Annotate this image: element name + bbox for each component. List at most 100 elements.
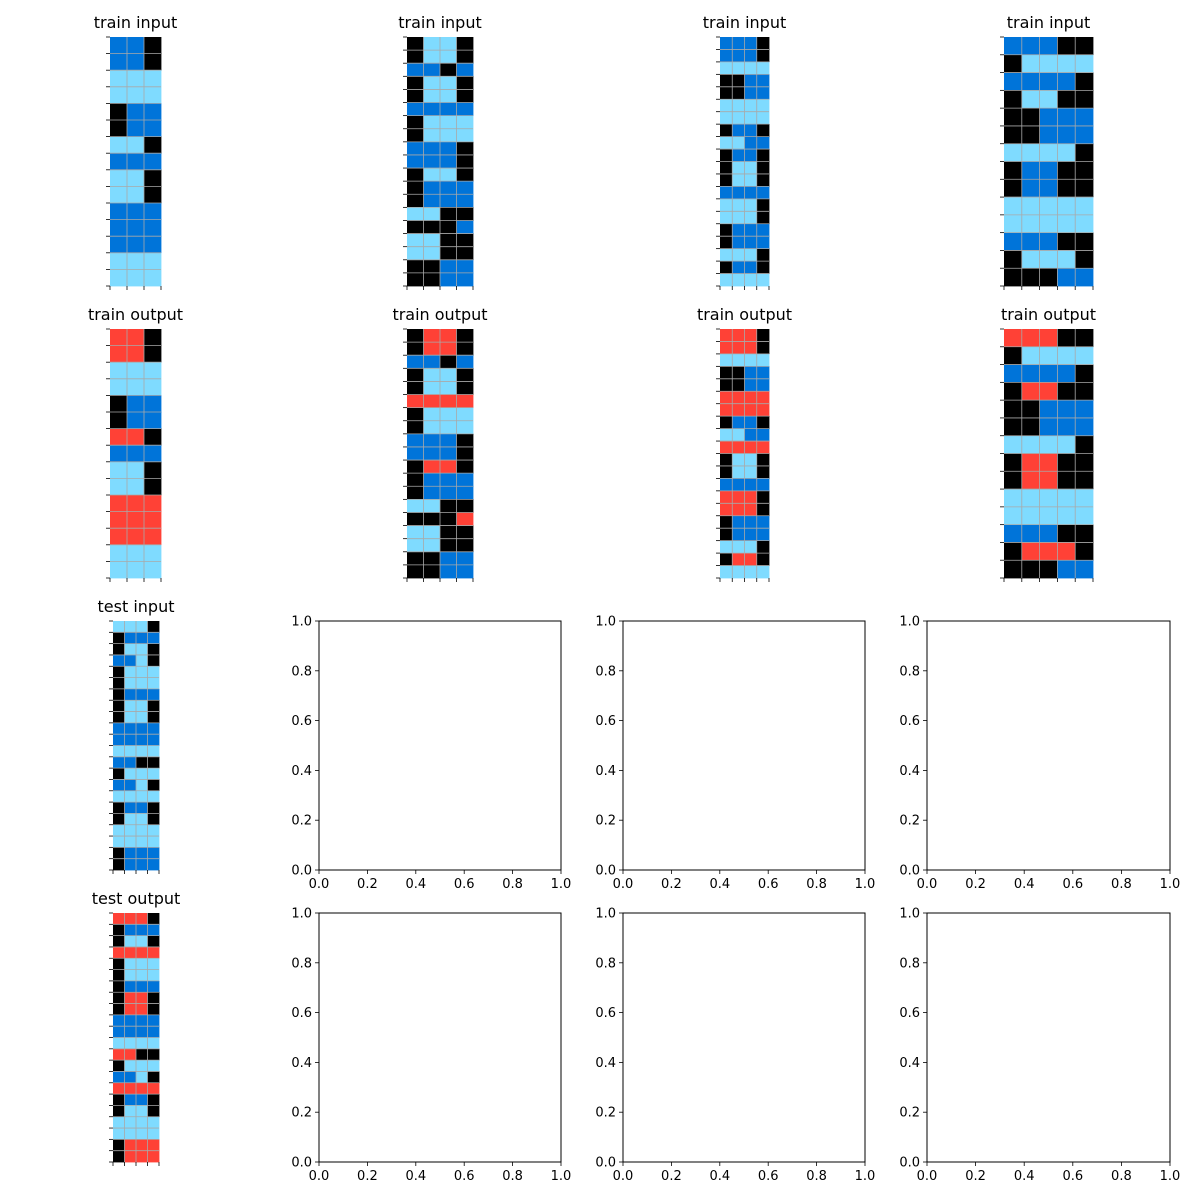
grid-cell	[110, 345, 128, 363]
grid-cell	[1004, 197, 1023, 216]
grid-cell	[1057, 54, 1076, 73]
grid-cell	[744, 198, 758, 212]
grid-cell	[456, 259, 474, 274]
grid-cell	[1004, 232, 1023, 251]
grid-cell	[147, 813, 160, 826]
grid-cell	[456, 525, 474, 540]
grid-cell	[732, 353, 745, 367]
grid-cell	[756, 341, 770, 355]
grid-cell	[136, 924, 148, 937]
x-tick-label: 0.4	[405, 1169, 426, 1184]
grid-cell	[456, 329, 474, 343]
x-tick-label: 0.0	[309, 1169, 330, 1184]
grid-cell	[110, 528, 128, 546]
grid-cell	[1057, 506, 1076, 526]
grid-cell	[407, 407, 424, 422]
grid-cell	[147, 700, 160, 712]
grid-cell	[147, 1003, 160, 1016]
grid-cell	[440, 220, 457, 234]
grid-cell	[407, 368, 424, 382]
y-tick-label: 0.4	[291, 1056, 312, 1071]
grid-cell	[1021, 268, 1040, 287]
grid-cell	[423, 128, 441, 143]
grid-cell	[720, 248, 733, 262]
grid-cell	[756, 161, 770, 175]
grid-cell	[147, 946, 160, 959]
grid-cell	[144, 495, 162, 512]
grid-cell	[147, 1037, 160, 1050]
axes-frame	[926, 620, 1171, 871]
grid-cell	[423, 564, 441, 579]
grid-cell	[127, 53, 145, 71]
grid-cell	[113, 980, 125, 993]
y-tick-label: 0.2	[899, 1106, 920, 1121]
grid-cell	[113, 768, 125, 780]
grid-cell	[136, 677, 148, 690]
grid-cell	[1075, 143, 1094, 162]
grid-cell	[1004, 435, 1023, 454]
grid-cell	[124, 1139, 137, 1152]
grid-cell	[124, 1026, 137, 1038]
grid-cell	[124, 1082, 137, 1095]
grid-cell	[113, 935, 125, 948]
grid-cell	[1057, 214, 1076, 234]
grid-cell	[1057, 161, 1076, 180]
grid-cell	[456, 115, 474, 130]
y-tick-label: 0.4	[595, 1056, 616, 1071]
grid-cell	[423, 368, 441, 382]
grid-cell	[124, 824, 137, 837]
grid-cell	[110, 53, 128, 71]
grid-cell	[756, 441, 770, 454]
grid-cell	[407, 420, 424, 435]
grid-cell	[147, 745, 160, 758]
grid-cell	[423, 381, 441, 395]
grid-cell	[744, 428, 758, 442]
grid-cell	[1039, 435, 1058, 454]
grid-cell	[744, 61, 758, 75]
grid-cell	[1057, 560, 1076, 579]
grid-cell	[756, 74, 770, 88]
grid-cell	[147, 1026, 160, 1038]
x-tick-label: 0.8	[502, 877, 523, 892]
grid-cell	[127, 329, 145, 346]
grid-cell	[147, 666, 160, 678]
grid-cell	[144, 103, 162, 121]
grid-cell	[407, 115, 424, 130]
grid-cell	[144, 362, 162, 380]
grid-cell	[407, 220, 424, 234]
grid-cell	[744, 553, 758, 566]
grid-cell	[1075, 214, 1094, 234]
grid-cell	[744, 403, 758, 417]
grid-cell	[144, 511, 162, 529]
grid-cell	[127, 561, 145, 579]
grid-cell	[756, 353, 770, 367]
grid-cell	[456, 50, 474, 64]
y-tick-label: 0.2	[595, 814, 616, 829]
grid-cell	[144, 395, 162, 413]
grid-cell	[1075, 417, 1094, 437]
grid-cell	[127, 544, 145, 562]
grid-cell	[756, 186, 770, 200]
grid-cell	[407, 329, 424, 343]
grid-cell	[720, 61, 733, 75]
train-output-panel-1: train output	[88, 305, 183, 582]
panel-title: train output	[392, 305, 487, 324]
test-input-panel: test input	[98, 597, 174, 874]
grid-cell	[1021, 161, 1040, 180]
grid-cell	[1004, 524, 1023, 543]
grid-cell	[124, 621, 137, 633]
grid-cell	[407, 141, 424, 156]
grid-cell	[744, 124, 758, 137]
y-tick-label: 0.4	[291, 764, 312, 779]
grid-cell	[144, 53, 162, 71]
panel-title: train input	[398, 13, 481, 32]
grid-cell	[456, 141, 474, 156]
grid-cell	[124, 992, 137, 1004]
grid-cell	[440, 486, 457, 500]
grid-cell	[407, 460, 424, 474]
grid-cell	[113, 946, 125, 959]
grid-cell	[732, 378, 745, 392]
grid-cell	[423, 63, 441, 77]
grid-cell	[744, 540, 758, 554]
grid-cell	[124, 768, 137, 780]
